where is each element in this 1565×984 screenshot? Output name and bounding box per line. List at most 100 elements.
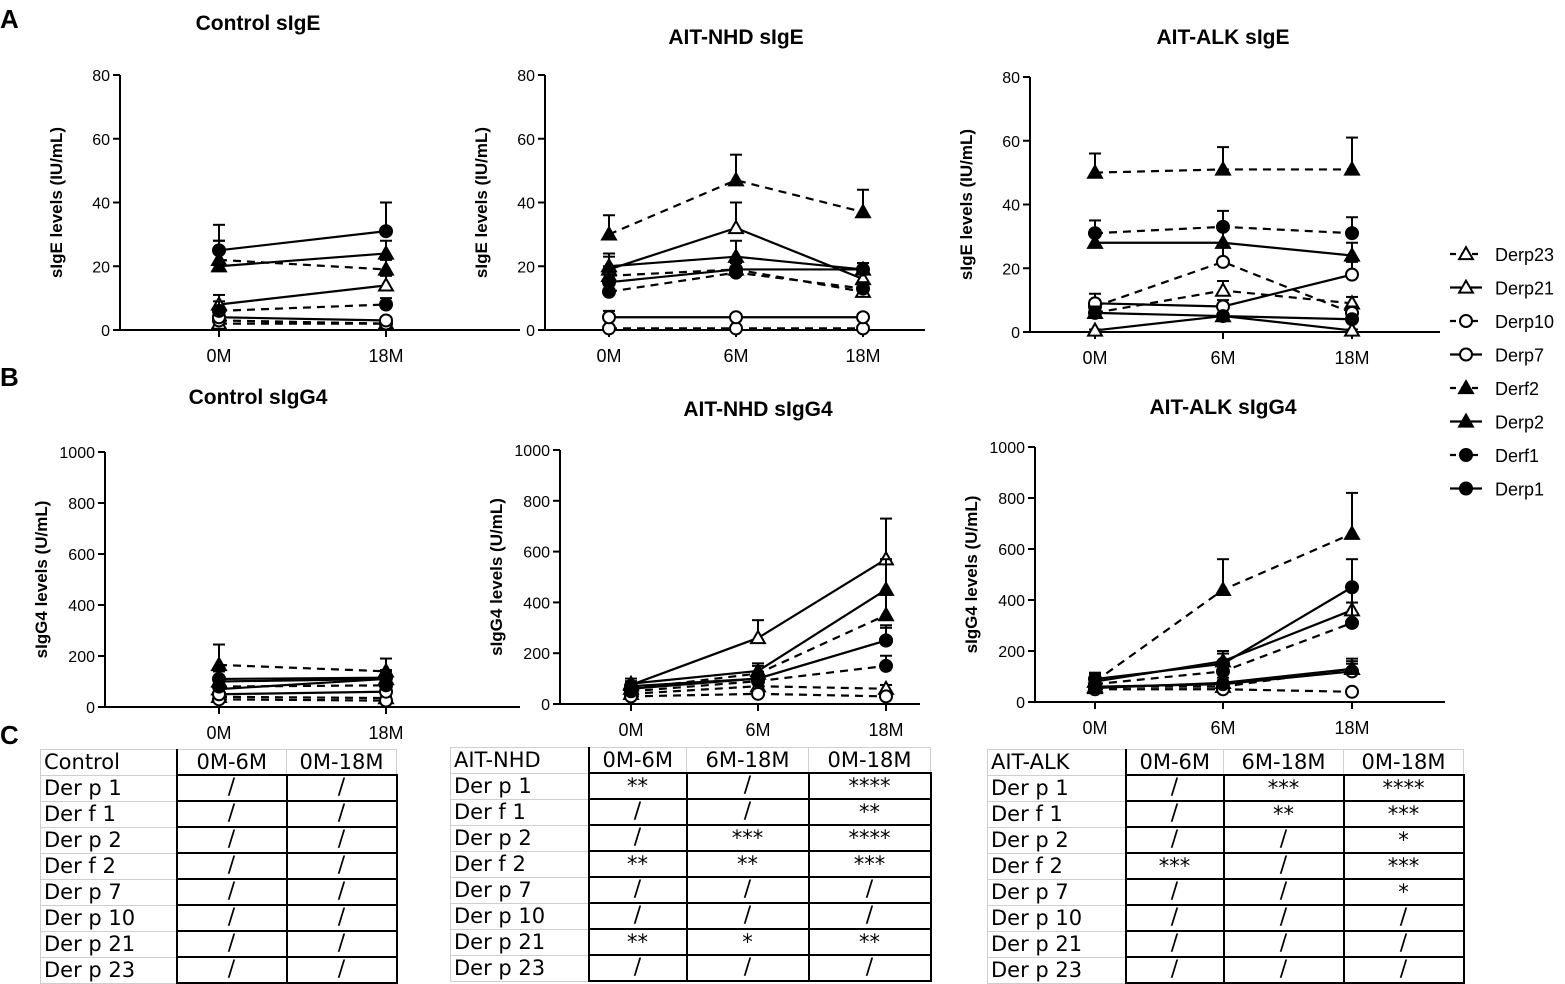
table-cell: / (807, 954, 932, 982)
data-point (1214, 673, 1232, 690)
y-tick-label: 40 (1002, 198, 1020, 215)
panel-letter-a: A (0, 4, 19, 34)
chart-title: Control sIgE (196, 12, 321, 35)
data-point (1216, 254, 1230, 269)
table-col-header: 6M-18M (686, 747, 809, 774)
legend-marker (1459, 314, 1473, 328)
table-cell: / (1222, 826, 1345, 854)
table-cell: *** (1222, 774, 1345, 802)
data-point (600, 257, 618, 273)
panel-letter-b: B (0, 362, 19, 392)
x-tick-label: 18M (1334, 718, 1369, 738)
table-cell: / (1124, 800, 1225, 828)
y-tick-label: 0 (541, 697, 550, 714)
table-group-label: AIT-NHD (450, 747, 590, 774)
data-point (729, 310, 743, 325)
data-point (1343, 659, 1361, 676)
table-group-label: Control (40, 749, 178, 776)
x-tick-label: 0M (596, 346, 621, 366)
x-tick-label: 18M (868, 720, 903, 740)
table-cell: / (587, 902, 688, 930)
data-point (624, 679, 638, 694)
y-tick-label: 40 (92, 196, 110, 213)
table-cell: / (285, 774, 398, 802)
series-line (218, 695, 387, 700)
y-tick-label: 80 (517, 68, 535, 85)
table-cell: / (1342, 904, 1465, 932)
data-point (377, 244, 395, 260)
legend-item: Derp10 (1450, 312, 1554, 332)
data-point (751, 671, 765, 686)
data-point (210, 656, 228, 672)
data-point (856, 281, 870, 296)
table-cell: / (1124, 930, 1225, 958)
table-row-label: Der p 21 (40, 930, 178, 958)
data-point (1345, 312, 1359, 327)
data-point (602, 275, 616, 290)
series-derp1 (1088, 558, 1359, 687)
table-row-label: Der f 2 (40, 852, 178, 880)
table-control: Control 0M-6M 0M-18M Der p 1// Der f 1//… (40, 749, 398, 984)
table-row-label: Der f 1 (987, 800, 1127, 828)
table-row-label: Der f 1 (450, 798, 590, 826)
y-tick-label: 60 (1002, 134, 1020, 151)
table-cell: ** (587, 928, 688, 956)
table-cell: / (285, 930, 398, 958)
table-cell: / (175, 904, 288, 932)
series-derp2 (210, 239, 395, 273)
table-cell: / (175, 826, 288, 854)
x-tick-label: 18M (845, 346, 880, 366)
y-tick-label: 600 (68, 547, 95, 564)
table-cell: / (1222, 956, 1345, 984)
y-tick-label: 400 (68, 598, 95, 615)
y-tick-label: 20 (92, 259, 110, 276)
table-cell: ** (807, 928, 932, 956)
legend-label: Derp2 (1495, 413, 1544, 433)
table-ait-nhd: AIT-NHD 0M-6M 6M-18M 0M-18M Der p 1 ** / **… (450, 747, 932, 982)
data-point (751, 686, 765, 701)
table-row-label: Der p 21 (987, 930, 1127, 958)
data-point (854, 203, 872, 219)
data-point (1345, 684, 1359, 699)
data-point (212, 243, 226, 258)
table-cell: * (1342, 878, 1465, 906)
data-point (1216, 219, 1230, 234)
table-cell: / (175, 956, 288, 984)
y-tick-label: 600 (998, 542, 1025, 559)
table-cell: / (1342, 930, 1465, 958)
table-cell: / (1124, 904, 1225, 932)
table-cell: / (1222, 852, 1345, 880)
series-line (218, 698, 387, 702)
y-tick-label: 200 (523, 646, 550, 663)
series-line (218, 303, 387, 312)
series-line (218, 230, 387, 252)
y-tick-label: 1000 (59, 445, 95, 462)
data-point (1343, 246, 1361, 262)
data-point (600, 225, 618, 241)
table-cell: / (175, 852, 288, 880)
table-cell: / (1342, 956, 1465, 984)
table-cell: / (587, 824, 688, 852)
data-point (377, 276, 395, 292)
table-row-label: Der p 10 (987, 904, 1127, 932)
data-point (1214, 580, 1232, 596)
table-cell: / (685, 954, 810, 982)
table-row-label: Der p 23 (987, 956, 1127, 984)
series-derp1 (602, 258, 870, 290)
table-cell: / (285, 904, 398, 932)
chart-panel: AIT-NHD sIgG4 0 200 400 600 800 1000 0M 6M 18M sIg… (487, 398, 920, 740)
data-point (1345, 226, 1359, 241)
series-derp10 (602, 321, 870, 336)
data-point (727, 219, 745, 235)
table-cell: / (587, 954, 688, 982)
x-tick-label: 6M (745, 720, 770, 740)
legend-item: Derp7 (1450, 346, 1544, 366)
chart-panel: Control sIgG4 0 200 400 600 800 1000 0M 18M sIgG4… (32, 386, 520, 743)
table-cell: ** (587, 772, 688, 800)
y-tick-label: 400 (998, 593, 1025, 610)
chart-panel: AIT-ALK sIgG4 0 200 400 600 800 1000 0M 6M 18M sIg… (962, 396, 1445, 738)
legend-item: Derp23 (1450, 245, 1554, 265)
legend-marker (1457, 379, 1475, 395)
y-tick-label: 800 (998, 491, 1025, 508)
data-point (1343, 321, 1361, 337)
